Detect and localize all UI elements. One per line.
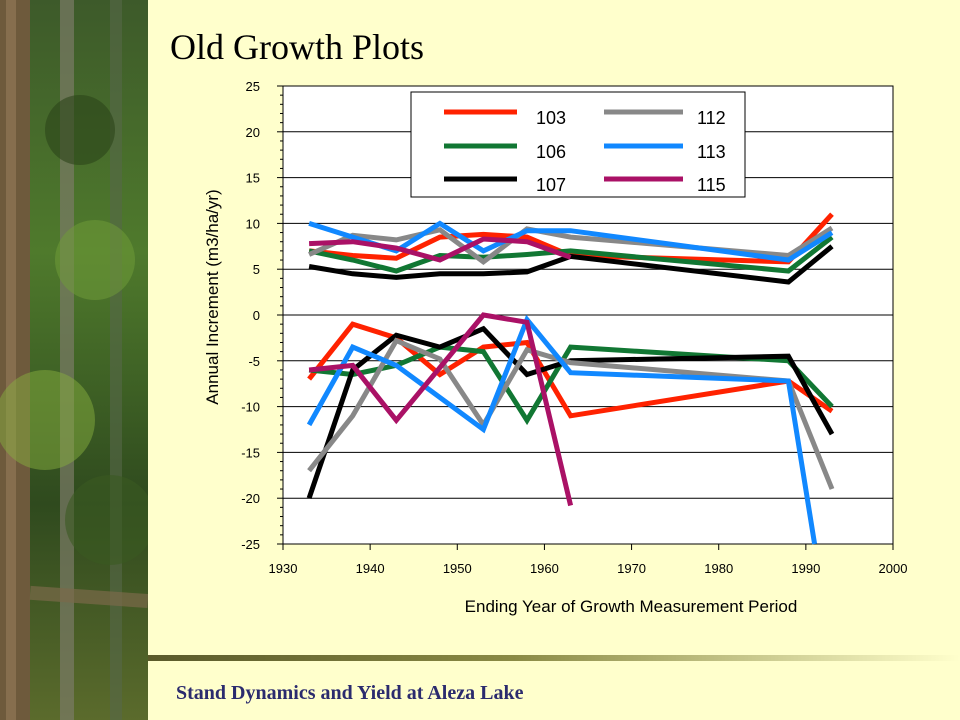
x-axis-label: Ending Year of Growth Measurement Period — [465, 597, 798, 616]
x-tick-label: 1960 — [530, 561, 559, 576]
y-axis-label: Annual Increment (m3/ha/yr) — [203, 189, 222, 404]
y-tick-label: -20 — [241, 491, 260, 506]
footer-divider — [148, 655, 960, 661]
y-tick-label: 25 — [246, 79, 260, 94]
y-axis-ticks: 25 20 15 10 5 0 -5 -10 -15 -20 -25 — [241, 79, 283, 552]
legend-label-113: 113 — [697, 142, 726, 162]
series-lines — [306, 212, 835, 545]
legend-label-107: 107 — [536, 175, 566, 195]
y-tick-label: -5 — [248, 354, 260, 369]
series-line-106-upper — [308, 235, 834, 274]
y-tick-label: 0 — [253, 308, 260, 323]
y-tick-label: -15 — [241, 445, 260, 460]
x-tick-label: 2000 — [879, 561, 908, 576]
forest-photo — [0, 0, 148, 720]
x-tick-label: 1980 — [704, 561, 733, 576]
x-tick-label: 1970 — [617, 561, 646, 576]
x-axis-ticks: 1930 1940 1950 1960 1970 1980 1990 2000 — [269, 544, 908, 576]
legend-label-106: 106 — [536, 142, 566, 162]
y-tick-label: 15 — [246, 171, 260, 186]
x-tick-label: 1940 — [356, 561, 385, 576]
series-line-107-upper — [308, 244, 834, 285]
x-tick-label: 1930 — [269, 561, 298, 576]
x-tick-label: 1990 — [791, 561, 820, 576]
series-line-103-lower — [307, 321, 834, 419]
y-tick-label: -25 — [241, 537, 260, 552]
series-line-103-upper — [308, 212, 834, 265]
x-tick-label: 1950 — [443, 561, 472, 576]
y-tick-label: -10 — [241, 400, 260, 415]
series-line-115-upper — [308, 236, 572, 263]
y-tick-label: 10 — [246, 216, 260, 231]
slide-footer: Stand Dynamics and Yield at Aleza Lake — [176, 682, 524, 704]
legend-label-115: 115 — [697, 175, 726, 195]
legend: 103 106 107 112 113 115 — [410, 91, 746, 198]
y-tick-label: 5 — [253, 262, 260, 277]
y-tick-label: 20 — [246, 125, 260, 140]
series-line-113-lower — [306, 314, 818, 545]
slide-title: Old Growth Plots — [170, 27, 425, 67]
legend-label-112: 112 — [697, 108, 726, 128]
series-line-107-lower — [306, 325, 835, 500]
legend-label-103: 103 — [536, 108, 566, 128]
series-line-115-lower — [308, 312, 574, 507]
